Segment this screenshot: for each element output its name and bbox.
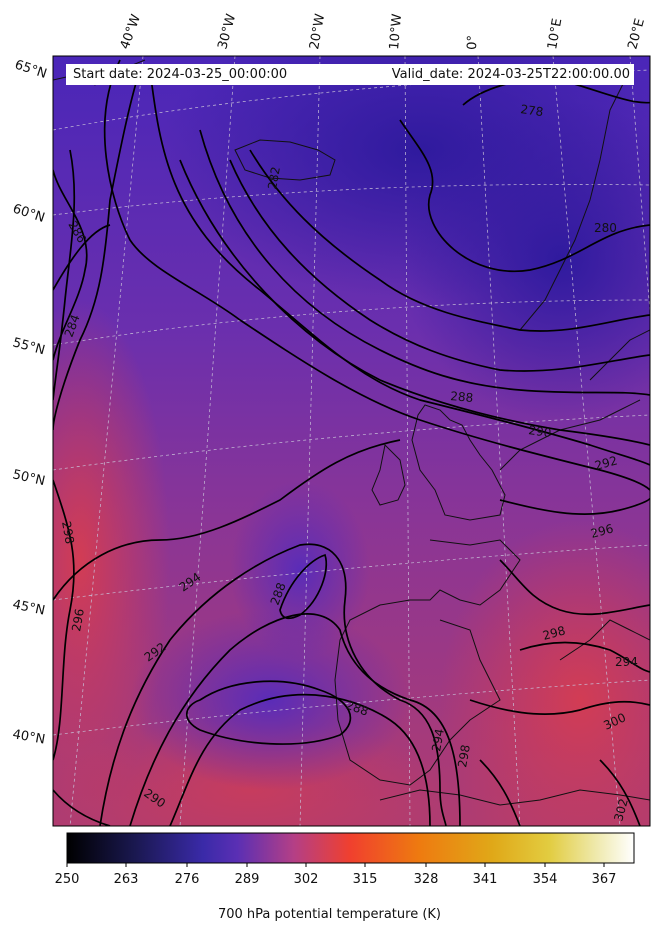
colorbar-tick-labels: 250 263 276 289 302 315 328 341 354 367 — [0, 872, 659, 892]
longitude-label: 30°W — [215, 12, 239, 51]
contour-label: 302 — [611, 797, 630, 823]
colorbar-tick-label: 328 — [413, 872, 439, 887]
colorbar-tick-label: 250 — [54, 872, 80, 887]
contour-label: 294 — [615, 655, 638, 669]
latitude-label: 60°N — [11, 202, 47, 226]
contour-labels: 278 280 282 284 286 288 290 292 294 296 … — [59, 102, 638, 823]
contour-label: 298 — [59, 520, 77, 545]
colorbar-title: 700 hPa potential temperature (K) — [217, 907, 441, 922]
longitude-label: 10°W — [387, 13, 405, 50]
latitude-label: 40°N — [11, 727, 46, 747]
colorbar-tick-label: 354 — [532, 872, 558, 887]
longitude-label: 20°W — [307, 13, 328, 51]
contour-label: 296 — [589, 521, 615, 540]
latitude-label: 45°N — [11, 597, 46, 618]
contour-label: 282 — [265, 166, 283, 191]
colorbar-tick-label: 341 — [472, 872, 498, 887]
contour-label: 298 — [541, 623, 567, 642]
isentrope-contours — [53, 59, 650, 826]
longitude-label: 10°E — [545, 17, 565, 50]
colorbar — [66, 832, 635, 864]
contour-label: 296 — [69, 608, 87, 633]
longitude-label: 20°E — [625, 17, 648, 51]
map-frame — [52, 55, 651, 827]
colorbar-tick-label: 289 — [234, 872, 260, 887]
contour-label: 292 — [593, 453, 619, 472]
latitude-labels: 65°N 60°N 55°N 50°N 45°N 40°N — [11, 58, 49, 748]
start-date: Start date: 2024-03-25_00:00:00 — [73, 67, 288, 82]
contour-label: 298 — [455, 744, 473, 769]
longitude-label: 0° — [465, 35, 481, 50]
colorbar-ticks — [66, 863, 605, 867]
contour-label: 280 — [594, 221, 617, 235]
date-info-bar: Start date: 2024-03-25_00:00:00 Valid_da… — [66, 64, 634, 85]
contour-label: 288 — [450, 389, 474, 405]
latitude-label: 55°N — [11, 335, 47, 358]
latitude-label: 65°N — [13, 58, 49, 82]
colorbar-tick-label: 315 — [352, 872, 378, 887]
contour-label: 278 — [520, 102, 545, 119]
colorbar-tick-label: 276 — [174, 872, 200, 887]
temperature-field — [53, 56, 650, 826]
graticule — [53, 56, 650, 826]
valid-date: Valid_date: 2024-03-25T22:00:00.00 — [391, 67, 630, 82]
colorbar-tick-label: 302 — [293, 872, 319, 887]
latitude-label: 50°N — [11, 467, 46, 489]
contour-label: 294 — [429, 728, 447, 753]
longitude-labels: 40°W 30°W 20°W 10°W 0° 10°E 20°E — [118, 12, 648, 51]
contour-label: 290 — [528, 423, 553, 440]
longitude-label: 40°W — [118, 12, 144, 51]
colorbar-tick-label: 263 — [113, 872, 139, 887]
colorbar-tick-label: 367 — [591, 872, 617, 887]
